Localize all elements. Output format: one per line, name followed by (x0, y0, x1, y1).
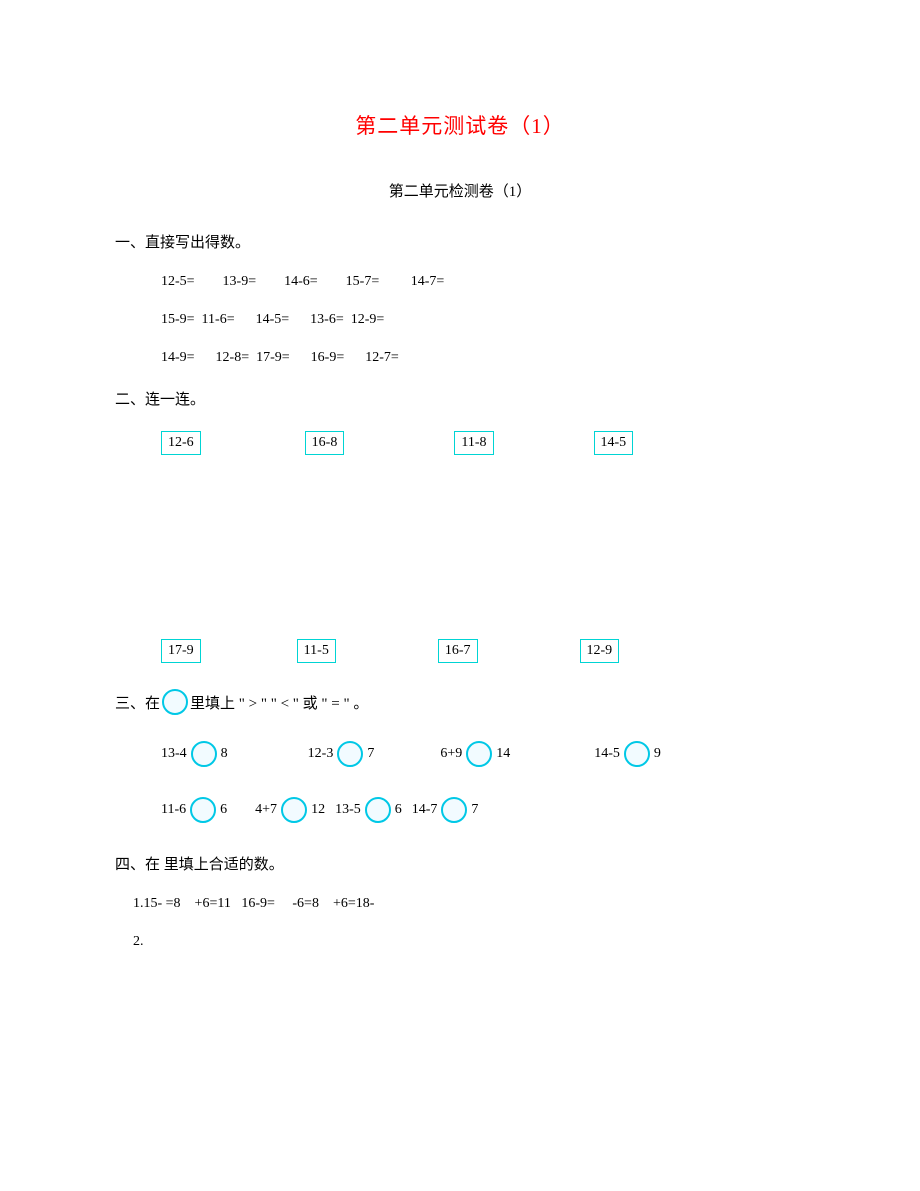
section3-heading: 三、在 里填上 " > " " < " 或 " = " 。 (115, 689, 805, 715)
match-bottom-row: 17-9 11-5 16-7 12-9 (161, 639, 805, 663)
match-box: 16-8 (305, 431, 345, 455)
match-box-label: 16-7 (438, 639, 478, 663)
compare-left: 13-4 (161, 746, 187, 762)
section2-heading: 二、连一连。 (115, 388, 805, 409)
compare-left: 6+9 (440, 746, 462, 762)
section1-heading: 一、直接写出得数。 (115, 231, 805, 252)
circle-icon (281, 797, 307, 823)
circle-icon (441, 797, 467, 823)
compare-item: 13-4 8 (161, 741, 228, 767)
section4-heading: 四、在 里填上合适的数。 (115, 853, 805, 874)
compare-left: 11-6 (161, 802, 186, 818)
compare-right: 7 (367, 746, 374, 762)
circle-icon (466, 741, 492, 767)
compare-row-2: 11-6 6 4+7 12 13-5 6 14-7 7 (161, 797, 805, 823)
equations-row-2: 15-9= 11-6= 14-5= 13-6= 12-9= (161, 312, 805, 328)
match-box-label: 14-5 (594, 431, 634, 455)
fill-line-2: 2. (133, 934, 805, 950)
compare-item: 6+9 14 (440, 741, 510, 767)
compare-left: 13-5 (335, 802, 361, 818)
circle-icon (191, 741, 217, 767)
match-gap (115, 455, 805, 639)
match-box: 14-5 (594, 431, 634, 455)
match-box-label: 16-8 (305, 431, 345, 455)
circle-icon (365, 797, 391, 823)
compare-right: 8 (221, 746, 228, 762)
compare-right: 14 (496, 746, 510, 762)
circle-icon (162, 689, 188, 715)
equations-row-1: 12-5= 13-9= 14-6= 15-7= 14-7= (161, 274, 805, 290)
match-top-row: 12-6 16-8 11-8 14-5 (161, 431, 805, 455)
match-box: 12-6 (161, 431, 201, 455)
compare-item: 4+7 12 (255, 797, 325, 823)
compare-item: 11-6 6 (161, 797, 227, 823)
compare-item: 14-5 9 (594, 741, 661, 767)
match-box: 11-8 (454, 431, 493, 455)
match-box: 16-7 (438, 639, 478, 663)
compare-left: 12-3 (308, 746, 334, 762)
match-box: 17-9 (161, 639, 201, 663)
match-box-label: 17-9 (161, 639, 201, 663)
page: 第二单元测试卷（1） 第二单元检测卷（1） 一、直接写出得数。 12-5= 13… (0, 0, 920, 1191)
equations-row-3: 14-9= 12-8= 17-9= 16-9= 12-7= (161, 350, 805, 366)
compare-left: 4+7 (255, 802, 277, 818)
match-box: 12-9 (580, 639, 620, 663)
compare-right: 7 (471, 802, 478, 818)
compare-left: 14-7 (412, 802, 438, 818)
match-box-label: 12-6 (161, 431, 201, 455)
match-box-label: 11-5 (297, 639, 336, 663)
compare-item: 12-3 7 (308, 741, 375, 767)
section3-intro-after: 里填上 " > " " < " 或 " = " 。 (190, 692, 368, 713)
main-title: 第二单元测试卷（1） (115, 110, 805, 140)
compare-right: 9 (654, 746, 661, 762)
compare-right: 6 (395, 802, 402, 818)
fill-line-1: 1.15- =8 +6=11 16-9= -6=8 +6=18- (133, 896, 805, 912)
sub-title: 第二单元检测卷（1） (115, 180, 805, 201)
compare-row-1: 13-4 8 12-3 7 6+9 14 14-5 9 (161, 741, 805, 767)
compare-right: 6 (220, 802, 227, 818)
compare-item: 13-5 6 (335, 797, 402, 823)
match-box-label: 12-9 (580, 639, 620, 663)
compare-left: 14-5 (594, 746, 620, 762)
circle-icon (337, 741, 363, 767)
section3-intro-before: 三、在 (115, 692, 160, 713)
match-box: 11-5 (297, 639, 336, 663)
circle-icon (624, 741, 650, 767)
match-box-label: 11-8 (454, 431, 493, 455)
circle-icon (190, 797, 216, 823)
compare-item: 14-7 7 (412, 797, 479, 823)
compare-right: 12 (311, 802, 325, 818)
